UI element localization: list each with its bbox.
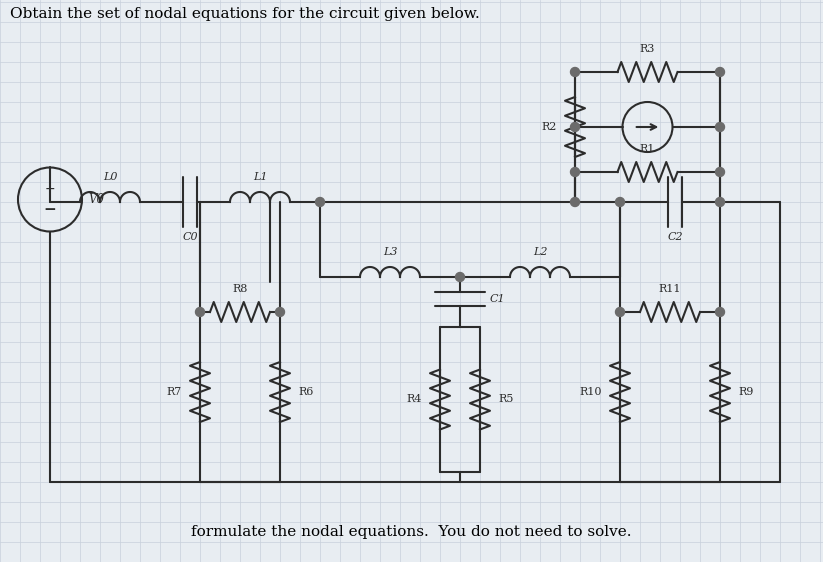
Circle shape <box>196 307 204 316</box>
Text: R9: R9 <box>738 387 753 397</box>
Text: R6: R6 <box>298 387 314 397</box>
Circle shape <box>715 67 724 76</box>
Text: R4: R4 <box>407 395 422 405</box>
Text: L0: L0 <box>103 172 117 182</box>
Text: R8: R8 <box>232 284 248 294</box>
Circle shape <box>276 307 285 316</box>
Circle shape <box>616 197 625 206</box>
Text: R11: R11 <box>658 284 681 294</box>
Text: R1: R1 <box>639 144 655 154</box>
Text: L1: L1 <box>253 172 267 182</box>
Text: C2: C2 <box>667 232 683 242</box>
Circle shape <box>570 197 579 206</box>
Text: V0: V0 <box>88 193 104 206</box>
Text: R10: R10 <box>579 387 602 397</box>
Text: L2: L2 <box>532 247 547 257</box>
Circle shape <box>315 197 324 206</box>
Text: C1: C1 <box>490 294 505 304</box>
Text: −: − <box>44 202 56 216</box>
Circle shape <box>570 67 579 76</box>
Text: formulate the nodal equations.  You do not need to solve.: formulate the nodal equations. You do no… <box>191 525 632 539</box>
Circle shape <box>715 167 724 176</box>
Text: L3: L3 <box>383 247 398 257</box>
Text: +: + <box>44 183 55 196</box>
Text: R3: R3 <box>639 44 655 54</box>
Circle shape <box>715 123 724 132</box>
Circle shape <box>455 273 464 282</box>
Text: R2: R2 <box>542 122 557 132</box>
Circle shape <box>715 307 724 316</box>
Text: C0: C0 <box>182 232 198 242</box>
Circle shape <box>715 197 724 206</box>
Text: Obtain the set of nodal equations for the circuit given below.: Obtain the set of nodal equations for th… <box>10 7 480 21</box>
Circle shape <box>570 167 579 176</box>
Circle shape <box>616 307 625 316</box>
Text: R5: R5 <box>498 395 514 405</box>
Circle shape <box>570 123 579 132</box>
Text: R7: R7 <box>167 387 182 397</box>
